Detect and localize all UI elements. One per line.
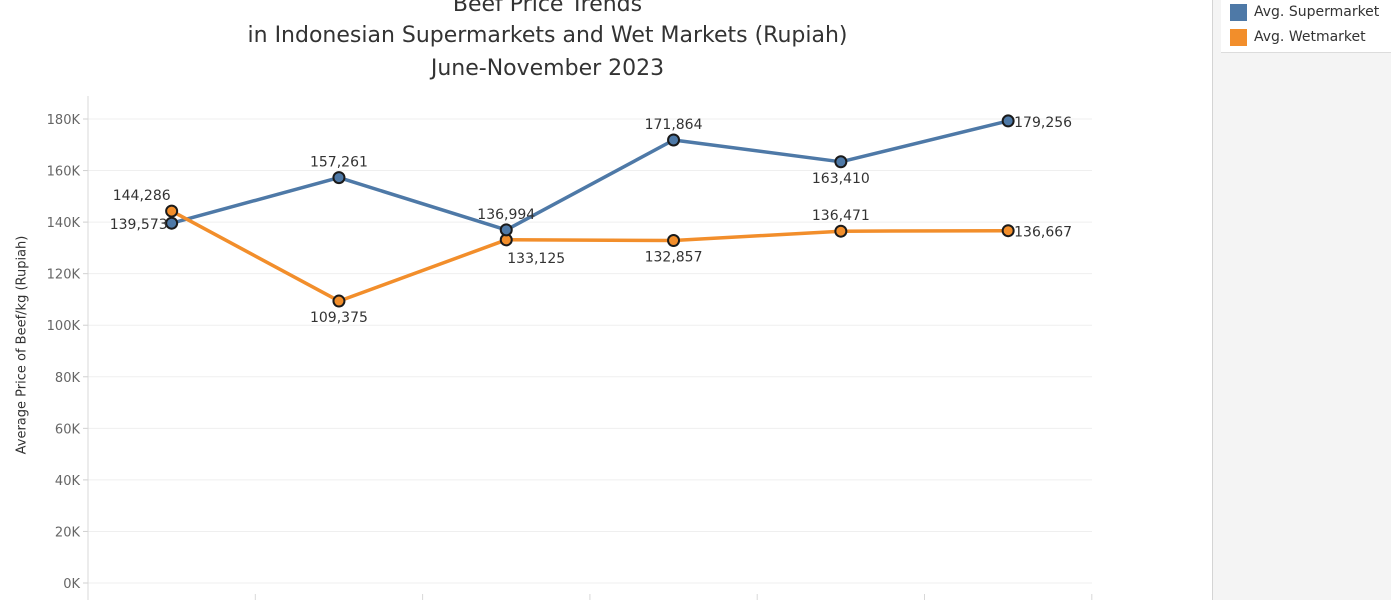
data-point-wetmarket [834,224,848,238]
legend-label-wetmarket: Avg. Wetmarket [1254,29,1366,45]
data-point-supermarket [834,155,848,169]
data-label-wetmarket: 136,471 [812,208,870,224]
y-tick-label: 60K [55,422,81,437]
data-point-wetmarket [332,294,346,308]
data-label-supermarket: 171,864 [645,117,703,133]
legend-swatch-supermarket [1230,3,1247,21]
y-tick-label: 180K [47,113,81,128]
legend-label-supermarket: Avg. Supermarket [1254,4,1380,20]
line-chart: 0K 20K 40K 60K 80K 100K 120K 140K 160K 180K 139,57… [47,96,1093,600]
data-label-wetmarket: 136,667 [1014,225,1072,241]
data-label-wetmarket: 133,125 [507,251,565,267]
data-label-supermarket: 179,256 [1014,115,1072,131]
y-tick-label: 40K [55,474,81,489]
chart-title-line-3: June-November 2023 [430,56,665,81]
chart-area: Beef Price Trends in Indonesian Supermar… [15,0,1093,600]
data-point-supermarket [165,216,179,230]
data-point-supermarket [1001,114,1015,128]
data-point-supermarket [499,223,513,237]
data-point-wetmarket [165,204,179,218]
data-label-supermarket: 163,410 [812,171,870,187]
data-label-wetmarket: 109,375 [310,310,368,326]
chart-title-line-2: in Indonesian Supermarkets and Wet Marke… [247,23,848,48]
series-line-supermarket [169,119,1010,232]
chart-title-line-1: Beef Price Trends [452,0,643,17]
y-tick-label: 100K [47,319,81,334]
data-label-supermarket: 139,573 [110,217,168,233]
y-tick-label: 20K [55,525,81,540]
y-tick-label: 0K [63,577,80,592]
y-tick-label: 80K [55,371,81,386]
series-line-wetmarket [169,209,1010,303]
y-tick-label: 140K [47,216,81,231]
data-point-wetmarket [667,234,681,248]
legend-item-wetmarket[interactable]: Avg. Wetmarket [1230,28,1366,46]
data-point-supermarket [667,133,681,147]
legend-panel: Avg. Supermarket Avg. Wetmarket [1212,0,1391,600]
legend-item-supermarket[interactable]: Avg. Supermarket [1230,3,1379,21]
y-tick-label: 160K [47,165,81,180]
y-tick-label: 120K [47,268,81,283]
data-label-wetmarket: 144,286 [113,188,171,204]
legend-swatch-wetmarket [1230,28,1247,46]
legend: Avg. Supermarket Avg. Wetmarket [1221,0,1391,53]
data-label-wetmarket: 132,857 [645,250,703,266]
data-point-wetmarket [1001,224,1015,238]
data-label-supermarket: 136,994 [477,207,535,223]
data-label-supermarket: 157,261 [310,155,368,171]
data-point-supermarket [332,171,346,185]
